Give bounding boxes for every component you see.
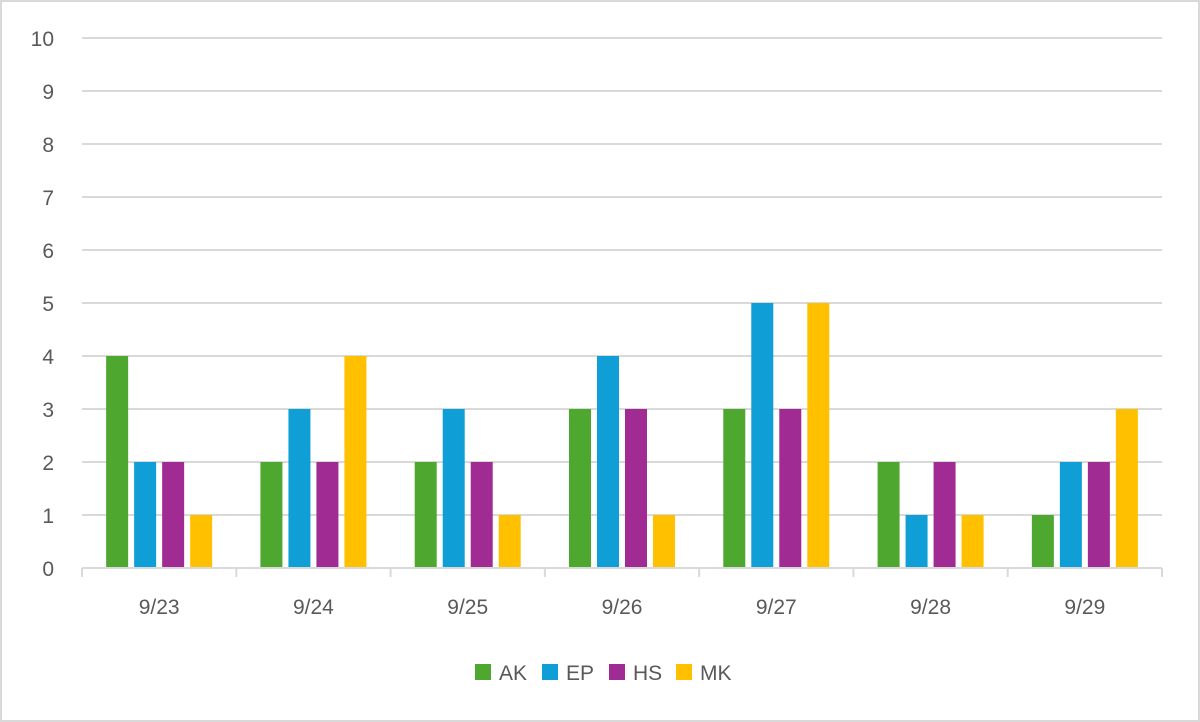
bar-ep-9-28 [905, 515, 928, 568]
bar-ep-9-26 [597, 356, 619, 568]
bar-mk-9-26 [653, 515, 675, 568]
y-tick-label: 8 [42, 134, 54, 157]
bar-ep-9-24 [288, 409, 311, 568]
bar-ak-9-27 [723, 409, 746, 568]
bars [106, 303, 1138, 568]
x-tick-label: 9/25 [447, 596, 488, 619]
bar-ak-9-28 [877, 462, 900, 568]
x-tick-label: 9/27 [756, 596, 797, 619]
y-tick-label: 9 [42, 81, 54, 104]
y-tick-label: 0 [42, 558, 54, 581]
legend-label-ak: AK [499, 662, 527, 685]
legend-label-ep: EP [566, 662, 594, 685]
bar-hs-9-27 [779, 409, 802, 568]
y-tick-label: 1 [42, 505, 54, 528]
bar-ak-9-29 [1031, 515, 1054, 568]
bar-mk-9-28 [961, 515, 984, 568]
bar-ak-9-23 [106, 356, 129, 568]
x-tick-label: 9/29 [1064, 596, 1105, 619]
bar-hs-9-28 [933, 462, 956, 568]
bar-mk-9-27 [807, 303, 830, 568]
bar-mk-9-23 [190, 515, 213, 568]
bar-ak-9-26 [569, 409, 591, 568]
bar-hs-9-26 [625, 409, 647, 568]
legend-swatch-hs [609, 664, 625, 680]
bar-hs-9-25 [470, 462, 493, 568]
x-tick-label: 9/23 [139, 596, 180, 619]
y-axis-tick-labels: 0 1 2 3 4 5 6 7 8 9 10 [31, 28, 55, 581]
y-tick-label: 3 [42, 399, 54, 422]
legend-swatch-ak [475, 664, 491, 680]
y-tick-label: 2 [42, 452, 54, 475]
x-tick-label: 9/24 [293, 596, 334, 619]
bar-ep-9-27 [751, 303, 774, 568]
legend-swatch-mk [676, 664, 692, 680]
x-axis [81, 567, 1163, 577]
bar-ep-9-23 [134, 462, 157, 568]
bar-ak-9-24 [260, 462, 283, 568]
bar-ep-9-25 [442, 409, 465, 568]
x-tick-label: 9/26 [602, 596, 643, 619]
y-tick-label: 6 [42, 240, 54, 263]
legend-swatch-ep [542, 664, 558, 680]
y-tick-label: 5 [42, 293, 54, 316]
bar-mk-9-29 [1115, 409, 1138, 568]
legend-label-mk: MK [700, 662, 732, 685]
x-tick-label: 9/28 [910, 596, 951, 619]
x-axis-tick-labels: 9/23 9/24 9/25 9/26 9/27 9/28 9/29 [139, 596, 1106, 619]
bar-ep-9-29 [1059, 462, 1082, 568]
bar-hs-9-24 [316, 462, 339, 568]
bar-hs-9-23 [162, 462, 185, 568]
legend-label-hs: HS [633, 662, 662, 685]
bar-mk-9-25 [498, 515, 521, 568]
gridlines [82, 37, 1162, 516]
y-tick-label: 10 [31, 28, 54, 51]
bar-ak-9-25 [414, 462, 437, 568]
y-tick-label: 7 [42, 187, 54, 210]
y-tick-label: 4 [42, 346, 54, 369]
bar-hs-9-29 [1087, 462, 1110, 568]
bar-mk-9-24 [344, 356, 367, 568]
legend: AK EP HS MK [475, 662, 732, 685]
